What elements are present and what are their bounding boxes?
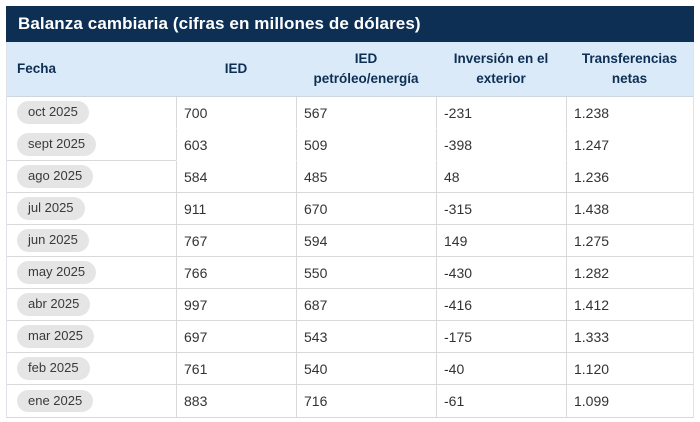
ied-cell: 997 <box>176 289 296 321</box>
inversion-cell: 48 <box>436 161 566 193</box>
column-header-ied: IED <box>224 61 248 77</box>
balanza-table: Fecha IED IED petróleo/energía Inversión… <box>6 42 694 418</box>
ied-cell: 761 <box>176 353 296 385</box>
fecha-cell: mar 2025 <box>7 321 176 353</box>
fecha-cell: abr 2025 <box>7 289 176 321</box>
column-header-ied-petroleo: IED petróleo/energía <box>313 51 419 86</box>
date-badge: feb 2025 <box>17 357 90 380</box>
date-badge: jul 2025 <box>17 197 85 220</box>
date-badge: sept 2025 <box>17 133 97 156</box>
inversion-cell: -231 <box>436 97 566 129</box>
ied-cell: 603 <box>176 129 296 161</box>
ied-petroleo-cell: 687 <box>296 289 436 321</box>
date-badge: abr 2025 <box>17 293 91 316</box>
date-badge: oct 2025 <box>17 101 89 124</box>
table-row: mar 2025 697 543 -175 1.333 <box>7 321 693 353</box>
ied-petroleo-cell: 594 <box>296 225 436 257</box>
inversion-cell: -398 <box>436 129 566 161</box>
table-row: may 2025 766 550 -430 1.282 <box>7 257 693 289</box>
inversion-cell: -61 <box>436 385 566 417</box>
ied-petroleo-cell: 509 <box>296 129 436 161</box>
table-row: feb 2025 761 540 -40 1.120 <box>7 353 693 385</box>
ied-cell: 767 <box>176 225 296 257</box>
ied-cell: 697 <box>176 321 296 353</box>
date-badge: ene 2025 <box>17 389 94 413</box>
date-badge: may 2025 <box>17 261 97 284</box>
fecha-cell: jun 2025 <box>7 225 176 257</box>
inversion-cell: -175 <box>436 321 566 353</box>
transferencias-cell: 1.120 <box>566 353 693 385</box>
ied-petroleo-cell: 716 <box>296 385 436 417</box>
transferencias-cell: 1.412 <box>566 289 693 321</box>
table-row: jun 2025 767 594 149 1.275 <box>7 225 693 257</box>
ied-petroleo-cell: 543 <box>296 321 436 353</box>
ied-petroleo-cell: 550 <box>296 257 436 289</box>
ied-petroleo-cell: 567 <box>296 97 436 129</box>
fecha-cell: ene 2025 <box>7 385 176 417</box>
page-title: Balanza cambiaria (cifras en millones de… <box>18 14 421 33</box>
ied-cell: 883 <box>176 385 296 417</box>
fecha-cell: sept 2025 <box>7 129 176 161</box>
table-row: abr 2025 997 687 -416 1.412 <box>7 289 693 321</box>
fecha-cell: jul 2025 <box>7 193 176 225</box>
fecha-cell: may 2025 <box>7 257 176 289</box>
table-row: jul 2025 911 670 -315 1.438 <box>7 193 693 225</box>
balanza-cambiaria-widget: Balanza cambiaria (cifras en millones de… <box>6 6 694 418</box>
inversion-cell: -430 <box>436 257 566 289</box>
ied-cell: 911 <box>176 193 296 225</box>
ied-petroleo-cell: 670 <box>296 193 436 225</box>
inversion-cell: -315 <box>436 193 566 225</box>
ied-petroleo-cell: 540 <box>296 353 436 385</box>
ied-petroleo-cell: 485 <box>296 161 436 193</box>
ied-cell: 700 <box>176 97 296 129</box>
date-badge: ago 2025 <box>17 165 94 188</box>
transferencias-cell: 1.333 <box>566 321 693 353</box>
transferencias-cell: 1.236 <box>566 161 693 193</box>
table-row: ago 2025 584 485 48 1.236 <box>7 161 693 193</box>
date-badge: jun 2025 <box>17 229 89 252</box>
column-header-fecha: Fecha <box>17 61 57 77</box>
table-row: oct 2025 700 567 -231 1.238 <box>7 97 693 129</box>
table-row: ene 2025 883 716 -61 1.099 <box>7 385 693 417</box>
transferencias-cell: 1.275 <box>566 225 693 257</box>
column-header-transferencias-netas: Transferencias netas <box>581 51 678 86</box>
fecha-cell: feb 2025 <box>7 353 176 385</box>
title-bar: Balanza cambiaria (cifras en millones de… <box>6 6 694 42</box>
inversion-cell: -40 <box>436 353 566 385</box>
fecha-cell: oct 2025 <box>7 97 176 129</box>
table-header-row: Fecha IED IED petróleo/energía Inversión… <box>7 42 693 97</box>
inversion-cell: -416 <box>436 289 566 321</box>
transferencias-cell: 1.438 <box>566 193 693 225</box>
transferencias-cell: 1.099 <box>566 385 693 417</box>
column-header-inversion-exterior: Inversión en el exterior <box>453 51 549 86</box>
transferencias-cell: 1.247 <box>566 129 693 161</box>
ied-cell: 766 <box>176 257 296 289</box>
table-row: sept 2025 603 509 -398 1.247 <box>7 129 693 161</box>
date-badge: mar 2025 <box>17 325 94 348</box>
ied-cell: 584 <box>176 161 296 193</box>
fecha-cell: ago 2025 <box>7 161 176 193</box>
transferencias-cell: 1.282 <box>566 257 693 289</box>
inversion-cell: 149 <box>436 225 566 257</box>
transferencias-cell: 1.238 <box>566 97 693 129</box>
